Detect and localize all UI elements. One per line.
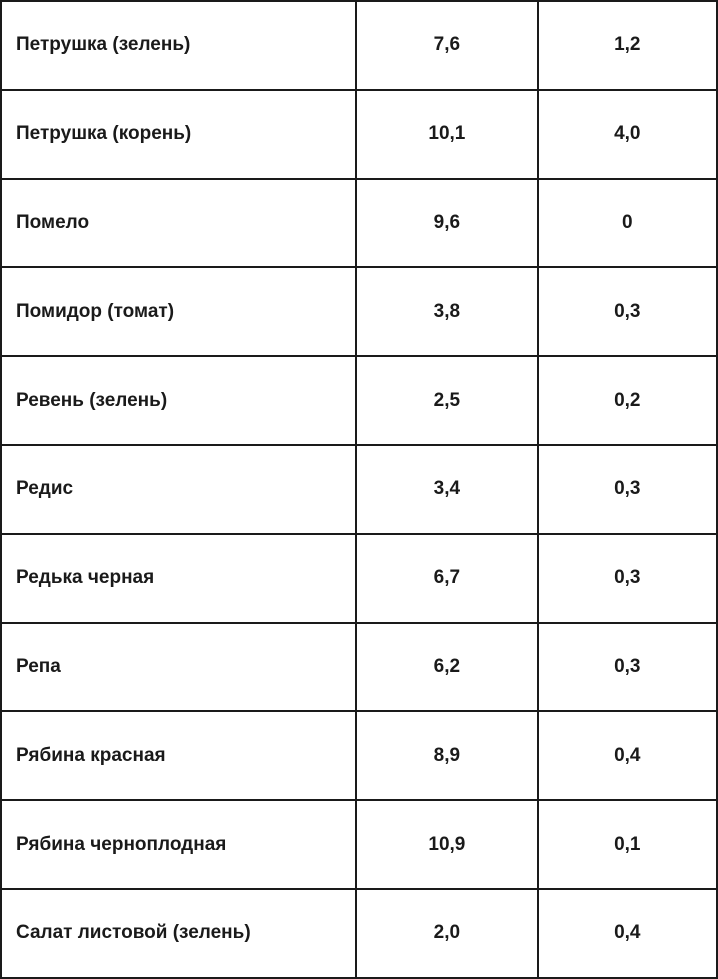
cell-val1: 8,9 — [356, 711, 537, 800]
table-row: Редис 3,4 0,3 — [1, 445, 717, 534]
table-body: Петрушка (зелень) 7,6 1,2 Петрушка (коре… — [1, 1, 717, 978]
table-row: Помело 9,6 0 — [1, 179, 717, 268]
cell-val2: 0,4 — [538, 889, 717, 978]
table-row: Петрушка (корень) 10,1 4,0 — [1, 90, 717, 179]
cell-val1: 10,9 — [356, 800, 537, 889]
table-row: Помидор (томат) 3,8 0,3 — [1, 267, 717, 356]
cell-name: Репа — [1, 623, 356, 712]
cell-val1: 3,4 — [356, 445, 537, 534]
cell-name: Салат листовой (зелень) — [1, 889, 356, 978]
cell-name: Петрушка (зелень) — [1, 1, 356, 90]
cell-name: Петрушка (корень) — [1, 90, 356, 179]
cell-val2: 0 — [538, 179, 717, 268]
cell-name: Рябина черноплодная — [1, 800, 356, 889]
cell-val1: 9,6 — [356, 179, 537, 268]
cell-val1: 7,6 — [356, 1, 537, 90]
cell-val1: 2,0 — [356, 889, 537, 978]
cell-name: Редька черная — [1, 534, 356, 623]
table-row: Петрушка (зелень) 7,6 1,2 — [1, 1, 717, 90]
table-row: Ревень (зелень) 2,5 0,2 — [1, 356, 717, 445]
nutrition-table: Петрушка (зелень) 7,6 1,2 Петрушка (коре… — [0, 0, 718, 979]
cell-val2: 0,3 — [538, 445, 717, 534]
cell-name: Редис — [1, 445, 356, 534]
cell-val1: 2,5 — [356, 356, 537, 445]
cell-val1: 10,1 — [356, 90, 537, 179]
table-row: Рябина черноплодная 10,9 0,1 — [1, 800, 717, 889]
cell-val2: 0,4 — [538, 711, 717, 800]
cell-val2: 0,1 — [538, 800, 717, 889]
table-row: Редька черная 6,7 0,3 — [1, 534, 717, 623]
cell-val2: 0,3 — [538, 623, 717, 712]
cell-val1: 6,2 — [356, 623, 537, 712]
cell-name: Рябина красная — [1, 711, 356, 800]
cell-val2: 1,2 — [538, 1, 717, 90]
cell-val2: 0,2 — [538, 356, 717, 445]
table-row: Салат листовой (зелень) 2,0 0,4 — [1, 889, 717, 978]
cell-name: Ревень (зелень) — [1, 356, 356, 445]
cell-val2: 4,0 — [538, 90, 717, 179]
cell-val1: 3,8 — [356, 267, 537, 356]
cell-val2: 0,3 — [538, 534, 717, 623]
cell-name: Помело — [1, 179, 356, 268]
table-row: Рябина красная 8,9 0,4 — [1, 711, 717, 800]
cell-name: Помидор (томат) — [1, 267, 356, 356]
cell-val1: 6,7 — [356, 534, 537, 623]
table-row: Репа 6,2 0,3 — [1, 623, 717, 712]
cell-val2: 0,3 — [538, 267, 717, 356]
